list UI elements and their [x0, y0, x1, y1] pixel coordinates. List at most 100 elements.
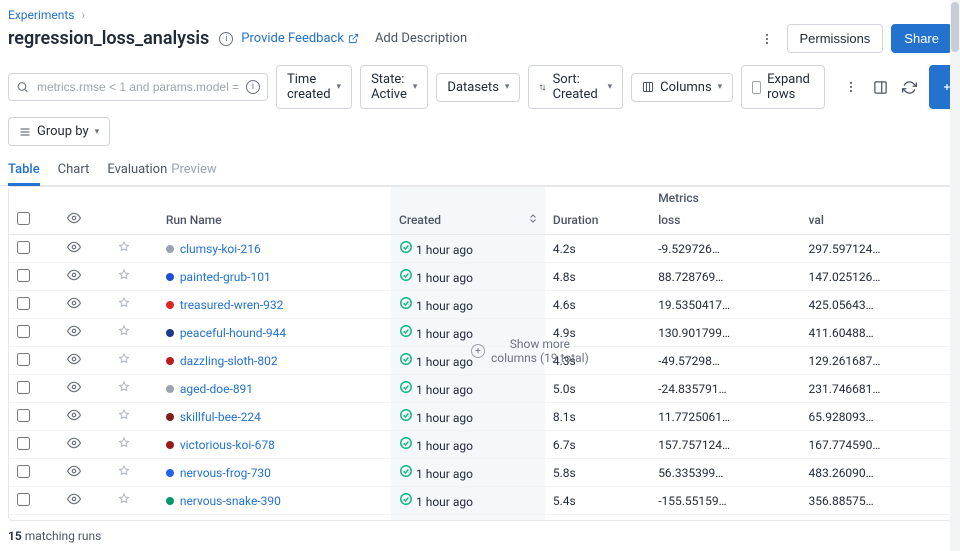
panel-toggle-icon[interactable] [869, 74, 891, 100]
pin-icon[interactable] [118, 353, 130, 365]
group-by-button[interactable]: Group by▾ [8, 117, 110, 146]
visibility-icon[interactable] [67, 324, 81, 338]
row-checkbox[interactable] [17, 241, 30, 254]
val-cell: 129.261687… [801, 347, 951, 375]
row-checkbox[interactable] [17, 409, 30, 422]
run-name-link[interactable]: nervous-frog-730 [180, 466, 271, 480]
pin-icon[interactable] [118, 241, 130, 253]
filter-state[interactable]: State: Active▾ [360, 65, 428, 109]
pin-icon[interactable] [118, 297, 130, 309]
add-description-link[interactable]: Add Description [375, 31, 467, 46]
row-checkbox[interactable] [17, 297, 30, 310]
run-color-dot [166, 469, 174, 477]
visibility-icon[interactable] [67, 436, 81, 450]
visibility-icon[interactable] [67, 408, 81, 422]
tab-evaluation[interactable]: EvaluationPreview [107, 156, 216, 185]
table-row[interactable]: skillful-bee-224 1 hour ago8.1s11.772506… [9, 403, 951, 431]
row-checkbox[interactable] [17, 437, 30, 450]
row-checkbox[interactable] [17, 521, 30, 522]
breadcrumb-experiments[interactable]: Experiments [8, 8, 75, 22]
run-name-link[interactable]: skillful-bee-224 [180, 410, 261, 424]
refresh-icon[interactable] [899, 74, 921, 100]
table-row[interactable]: bedecked-foal-963 1 hour ago4.8s13.00027… [9, 515, 951, 522]
run-name-link[interactable]: painted-grub-101 [180, 270, 271, 284]
table-row[interactable]: nervous-snake-390 1 hour ago5.4s-155.551… [9, 487, 951, 515]
visibility-icon[interactable] [67, 380, 81, 394]
run-name-link[interactable]: dazzling-sloth-802 [180, 354, 278, 368]
pin-icon[interactable] [118, 409, 130, 421]
table-row[interactable]: nervous-frog-730 1 hour ago5.8s56.335399… [9, 459, 951, 487]
status-success-icon [399, 240, 413, 254]
share-button[interactable]: Share [891, 24, 952, 53]
chevron-down-icon: ▾ [505, 82, 510, 92]
run-name-link[interactable]: peaceful-hound-944 [180, 326, 286, 340]
info-icon[interactable]: i [219, 32, 233, 46]
visibility-icon[interactable] [67, 520, 81, 521]
pin-icon[interactable] [118, 465, 130, 477]
matching-runs-footer: 15 matching runs [0, 521, 960, 551]
page-title: regression_loss_analysis [8, 28, 209, 49]
table-overflow-icon[interactable] [841, 75, 861, 99]
pin-icon[interactable] [118, 437, 130, 449]
provide-feedback-link[interactable]: Provide Feedback [241, 31, 359, 46]
tab-chart[interactable]: Chart [58, 156, 90, 185]
run-color-dot [166, 385, 174, 393]
visibility-icon[interactable] [67, 492, 81, 506]
visibility-icon[interactable] [67, 240, 81, 254]
row-checkbox[interactable] [17, 465, 30, 478]
checkbox-icon [752, 81, 761, 94]
filter-datasets[interactable]: Datasets▾ [436, 73, 520, 102]
tab-table[interactable]: Table [8, 156, 40, 186]
visibility-icon[interactable] [67, 268, 81, 282]
table-row[interactable]: victorious-koi-678 1 hour ago6.7s157.757… [9, 431, 951, 459]
run-name-link[interactable]: victorious-koi-678 [180, 438, 275, 452]
permissions-button[interactable]: Permissions [787, 24, 884, 53]
col-created[interactable]: Created [391, 205, 545, 235]
loss-cell: 11.7725061… [650, 403, 800, 431]
select-all-checkbox[interactable] [17, 212, 30, 225]
table-row[interactable]: clumsy-koi-216 1 hour ago4.2s-9.529726…2… [9, 235, 951, 263]
duration-cell: 5.8s [545, 459, 650, 487]
filter-time-created[interactable]: Time created▾ [276, 65, 352, 109]
search-info-icon[interactable]: i [246, 80, 260, 94]
pin-icon[interactable] [118, 269, 130, 281]
table-row[interactable]: treasured-wren-932 1 hour ago4.6s19.5350… [9, 291, 951, 319]
overflow-menu-icon[interactable] [755, 27, 779, 51]
group-icon [19, 126, 31, 138]
show-more-columns[interactable]: + Show morecolumns (19 total) [471, 337, 589, 365]
col-val[interactable]: val [801, 205, 951, 235]
run-name-link[interactable]: aged-doe-891 [180, 382, 253, 396]
sort-indicator-icon[interactable] [527, 212, 539, 227]
table-row[interactable]: painted-grub-101 1 hour ago4.8s88.728769… [9, 263, 951, 291]
expand-rows-toggle[interactable]: Expand rows [741, 65, 825, 109]
col-loss[interactable]: loss [650, 205, 800, 235]
filter-columns[interactable]: Columns▾ [631, 73, 733, 102]
pin-icon[interactable] [118, 325, 130, 337]
pin-icon[interactable] [118, 493, 130, 505]
col-duration[interactable]: Duration [545, 205, 650, 235]
pin-icon[interactable] [118, 381, 130, 393]
row-checkbox[interactable] [17, 493, 30, 506]
run-name-link[interactable]: clumsy-koi-216 [180, 242, 261, 256]
visibility-icon[interactable] [67, 296, 81, 310]
row-checkbox[interactable] [17, 269, 30, 282]
chevron-down-icon: ▾ [95, 127, 100, 137]
row-checkbox[interactable] [17, 353, 30, 366]
col-run-name[interactable]: Run Name [158, 205, 391, 235]
table-row[interactable]: aged-doe-891 1 hour ago5.0s-24.835791…23… [9, 375, 951, 403]
search-input[interactable] [8, 73, 268, 101]
filter-sort[interactable]: Sort: Created▾ [528, 65, 623, 109]
duration-cell: 6.7s [545, 431, 650, 459]
visibility-icon[interactable] [67, 352, 81, 366]
status-success-icon [399, 324, 413, 338]
run-color-dot [166, 441, 174, 449]
chevron-down-icon: ▾ [413, 82, 418, 92]
run-name-link[interactable]: nervous-snake-390 [180, 494, 281, 508]
visibility-header-icon[interactable] [67, 211, 81, 225]
visibility-icon[interactable] [67, 464, 81, 478]
row-checkbox[interactable] [17, 381, 30, 394]
run-name-link[interactable]: treasured-wren-932 [180, 298, 284, 312]
row-checkbox[interactable] [17, 325, 30, 338]
run-color-dot [166, 413, 174, 421]
vertical-scrollbar[interactable] [950, 0, 960, 551]
